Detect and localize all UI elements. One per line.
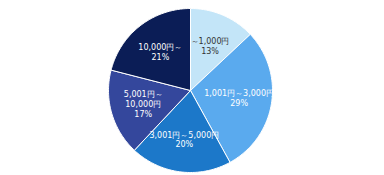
svg-text:1,001円～3,000円29%: 1,001円～3,000円29% [204, 89, 274, 108]
svg-text:～1,000円13%: ～1,000円13% [191, 37, 230, 56]
svg-text:5,001円～10,000円17%: 5,001円～10,000円17% [124, 90, 163, 119]
svg-text:10,000円～21%: 10,000円～21% [138, 43, 182, 62]
svg-text:3,001円～5,000円20%: 3,001円～5,000円20% [149, 131, 219, 150]
